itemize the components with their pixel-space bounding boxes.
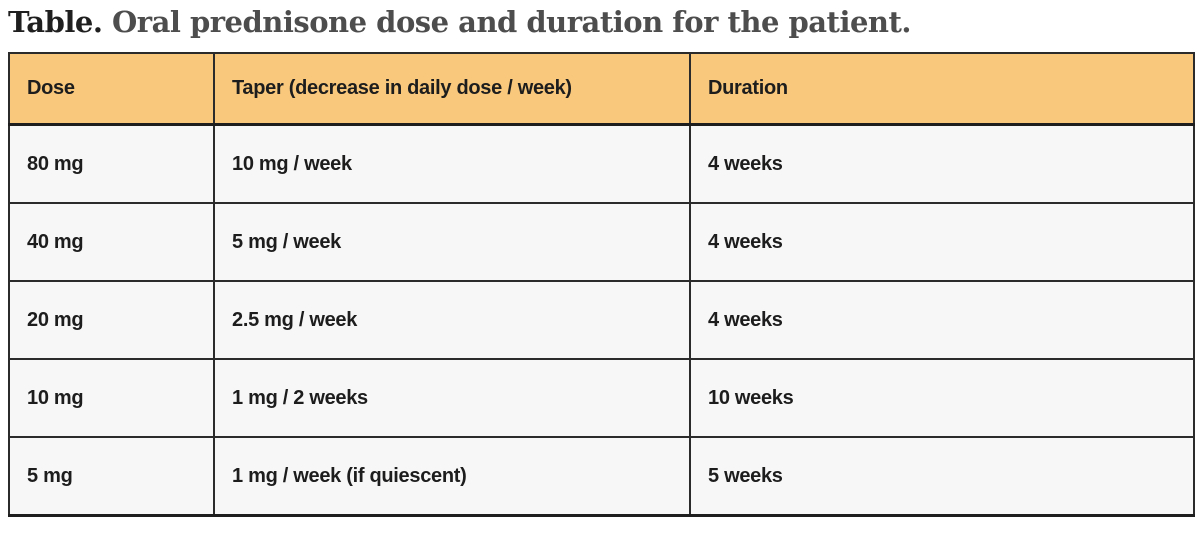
column-header-dose: Dose (8, 52, 215, 126)
cell-duration: 4 weeks (689, 202, 1195, 282)
cell-taper: 10 mg / week (213, 123, 691, 204)
table-row: 80 mg 10 mg / week 4 weeks (8, 123, 1195, 204)
caption-text: Oral prednisone dose and duration for th… (102, 5, 911, 39)
prednisone-dose-table: Dose Taper (decrease in daily dose / wee… (8, 52, 1195, 517)
cell-taper: 5 mg / week (213, 202, 691, 282)
cell-duration: 4 weeks (689, 280, 1195, 360)
cell-duration: 5 weeks (689, 436, 1195, 517)
table-caption: Table. Oral prednisone dose and duration… (8, 1, 911, 43)
table-body: 80 mg 10 mg / week 4 weeks 40 mg 5 mg / … (8, 123, 1195, 517)
cell-duration: 4 weeks (689, 123, 1195, 204)
cell-dose: 10 mg (8, 358, 215, 438)
cell-taper: 2.5 mg / week (213, 280, 691, 360)
table-row: 5 mg 1 mg / week (if quiescent) 5 weeks (8, 436, 1195, 517)
table-header: Dose Taper (decrease in daily dose / wee… (8, 52, 1195, 126)
cell-dose: 20 mg (8, 280, 215, 360)
cell-duration: 10 weeks (689, 358, 1195, 438)
header-row: Dose Taper (decrease in daily dose / wee… (8, 52, 1195, 126)
caption-label: Table. (8, 5, 103, 39)
cell-dose: 80 mg (8, 123, 215, 204)
column-header-duration: Duration (689, 52, 1195, 126)
column-header-taper: Taper (decrease in daily dose / week) (213, 52, 691, 126)
cell-taper: 1 mg / week (if quiescent) (213, 436, 691, 517)
table-row: 20 mg 2.5 mg / week 4 weeks (8, 280, 1195, 360)
table-row: 10 mg 1 mg / 2 weeks 10 weeks (8, 358, 1195, 438)
cell-taper: 1 mg / 2 weeks (213, 358, 691, 438)
cell-dose: 5 mg (8, 436, 215, 517)
cell-dose: 40 mg (8, 202, 215, 282)
table-row: 40 mg 5 mg / week 4 weeks (8, 202, 1195, 282)
